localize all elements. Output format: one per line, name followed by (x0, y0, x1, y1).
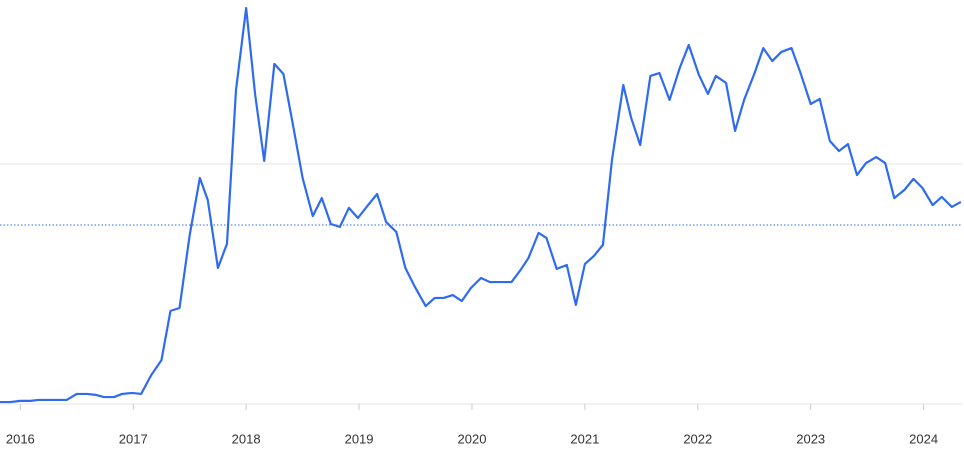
x-tick-label: 2022 (683, 431, 712, 446)
x-tick-label: 2024 (909, 431, 938, 446)
x-tick-label: 2016 (6, 431, 35, 446)
x-tick-label: 2023 (796, 431, 825, 446)
x-tick-label: 2017 (119, 431, 148, 446)
x-tick-label: 2020 (458, 431, 487, 446)
x-tick-label: 2018 (232, 431, 261, 446)
data-line (0, 6, 962, 404)
x-tick-label: 2019 (345, 431, 374, 446)
x-tick-label: 2021 (570, 431, 599, 446)
